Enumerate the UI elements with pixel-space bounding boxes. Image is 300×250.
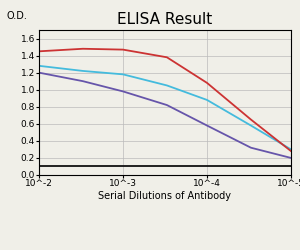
- X-axis label: Serial Dilutions of Antibody: Serial Dilutions of Antibody: [98, 191, 232, 201]
- Text: O.D.: O.D.: [6, 11, 27, 21]
- Title: ELISA Result: ELISA Result: [117, 12, 213, 28]
